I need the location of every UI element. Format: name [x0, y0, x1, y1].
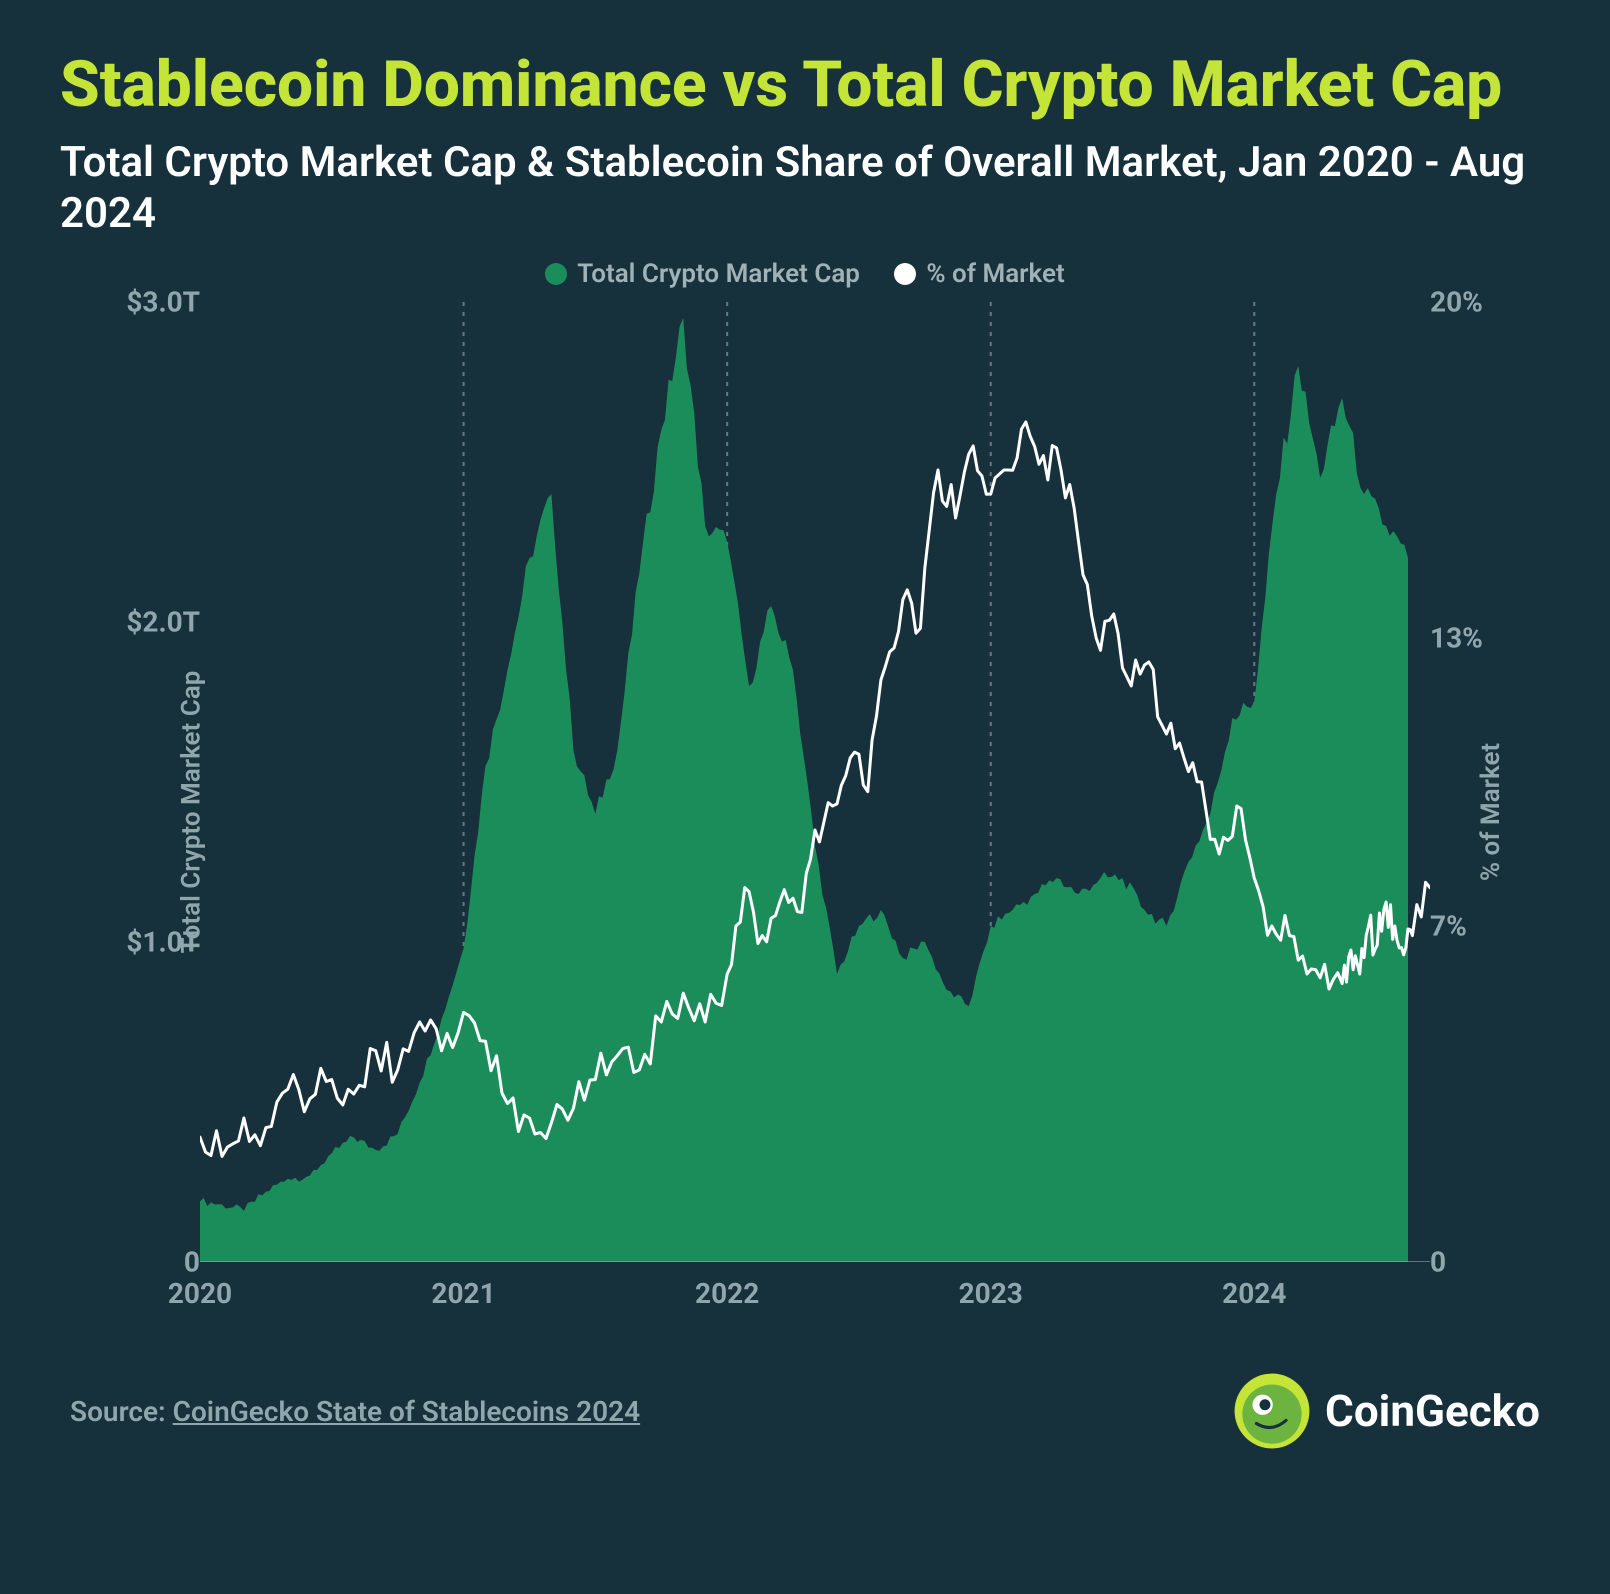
x-tick: 2024 [1222, 1277, 1286, 1310]
footer: Source: CoinGecko State of Stablecoins 2… [60, 1372, 1550, 1450]
y-right-tick: 13% [1430, 622, 1510, 655]
chart-subtitle: Total Crypto Market Cap & Stablecoin Sha… [60, 138, 1550, 239]
y-left-tick: $2.0T [120, 606, 200, 639]
brand-name: CoinGecko [1325, 1385, 1540, 1437]
x-tick: 2023 [959, 1277, 1023, 1310]
plot-area [200, 302, 1430, 1262]
legend: Total Crypto Market Cap % of Market [60, 259, 1550, 292]
chart-title: Stablecoin Dominance vs Total Crypto Mar… [60, 50, 1550, 120]
source-text: Source: CoinGecko State of Stablecoins 2… [70, 1395, 640, 1428]
chart-svg [200, 302, 1430, 1262]
legend-item-pct: % of Market [894, 259, 1064, 289]
legend-item-marketcap: Total Crypto Market Cap [545, 259, 860, 289]
y-axis-right-label: % of Market [1476, 743, 1506, 881]
legend-label-pct: % of Market [926, 259, 1064, 289]
y-right-tick: 20% [1430, 286, 1510, 319]
x-tick: 2022 [695, 1277, 759, 1310]
y-left-tick: $1.0T [120, 926, 200, 959]
brand: CoinGecko [1233, 1372, 1540, 1450]
source-link[interactable]: CoinGecko State of Stablecoins 2024 [173, 1395, 640, 1428]
source-prefix: Source: [70, 1395, 166, 1428]
legend-label-marketcap: Total Crypto Market Cap [577, 259, 860, 289]
x-tick: 2021 [431, 1277, 495, 1310]
y-left-tick: 0 [120, 1246, 200, 1279]
y-right-tick: 7% [1430, 910, 1510, 943]
y-left-tick: $3.0T [120, 286, 200, 319]
chart-container: Total Crypto Market Cap % of Market 0$1.… [60, 302, 1550, 1322]
legend-dot-pct [894, 263, 916, 285]
coingecko-logo-icon [1233, 1372, 1311, 1450]
legend-dot-marketcap [545, 263, 567, 285]
x-tick: 2020 [168, 1277, 232, 1310]
y-right-tick: 0 [1430, 1246, 1510, 1279]
